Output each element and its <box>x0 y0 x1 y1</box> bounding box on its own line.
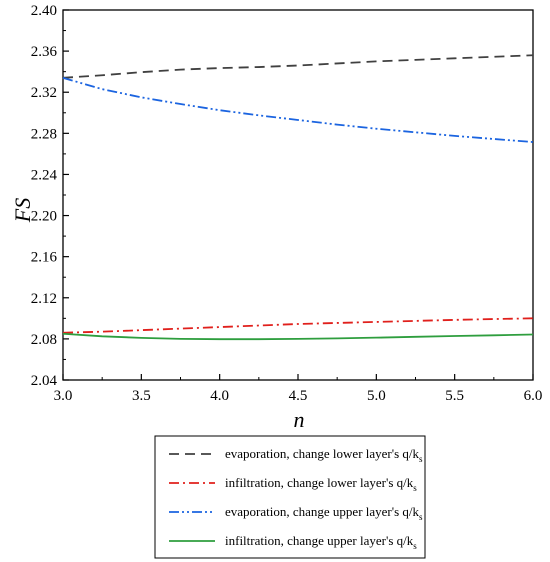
y-tick-label: 2.08 <box>31 332 57 348</box>
series-line-4 <box>62 332 534 341</box>
legend-label-4: infiltration, change upper layer's q/ks <box>225 533 417 551</box>
x-axis-title: n <box>294 407 305 432</box>
y-tick-label: 2.40 <box>31 3 57 19</box>
x-tick-label: 5.5 <box>445 388 464 404</box>
y-axis: 2.04 2.08 2.12 2.16 2.20 2.24 2.28 2.32 2.36 2.40 <box>31 3 69 389</box>
legend-label-3: evaporation, change upper layer's q/ks <box>225 504 423 522</box>
legend-box <box>154 435 426 559</box>
series-line-3 <box>62 76 534 143</box>
series-lines <box>62 54 534 341</box>
x-tick-label: 4.0 <box>210 388 229 404</box>
series-line-2 <box>62 317 534 334</box>
legend-label-2: infiltration, change lower layer's q/ks <box>225 475 417 493</box>
y-tick-label: 2.16 <box>31 250 58 266</box>
series-line-1 <box>62 54 534 79</box>
x-tick-label: 5.0 <box>367 388 386 404</box>
y-tick-label: 2.32 <box>31 85 57 101</box>
x-tick-label: 3.0 <box>54 388 73 404</box>
y-tick-label: 2.20 <box>31 209 57 225</box>
x-tick-label: 6.0 <box>524 388 543 404</box>
x-tick-label: 4.5 <box>289 388 308 404</box>
x-tick-label: 3.5 <box>132 388 151 404</box>
y-tick-label: 2.12 <box>31 291 57 307</box>
y-tick-label: 2.36 <box>31 44 58 60</box>
y-tick-label: 2.24 <box>31 167 58 183</box>
legend-label-1: evaporation, change lower layer's q/ks <box>225 446 423 464</box>
y-tick-label: 2.28 <box>31 126 57 142</box>
y-axis-title: FS <box>10 198 35 223</box>
y-tick-label: 2.04 <box>31 373 58 389</box>
legend: evaporation, change lower layer's q/ks in… <box>154 435 426 559</box>
x-axis: 3.0 3.5 4.0 4.5 5.0 5.5 6.0 <box>54 374 543 404</box>
